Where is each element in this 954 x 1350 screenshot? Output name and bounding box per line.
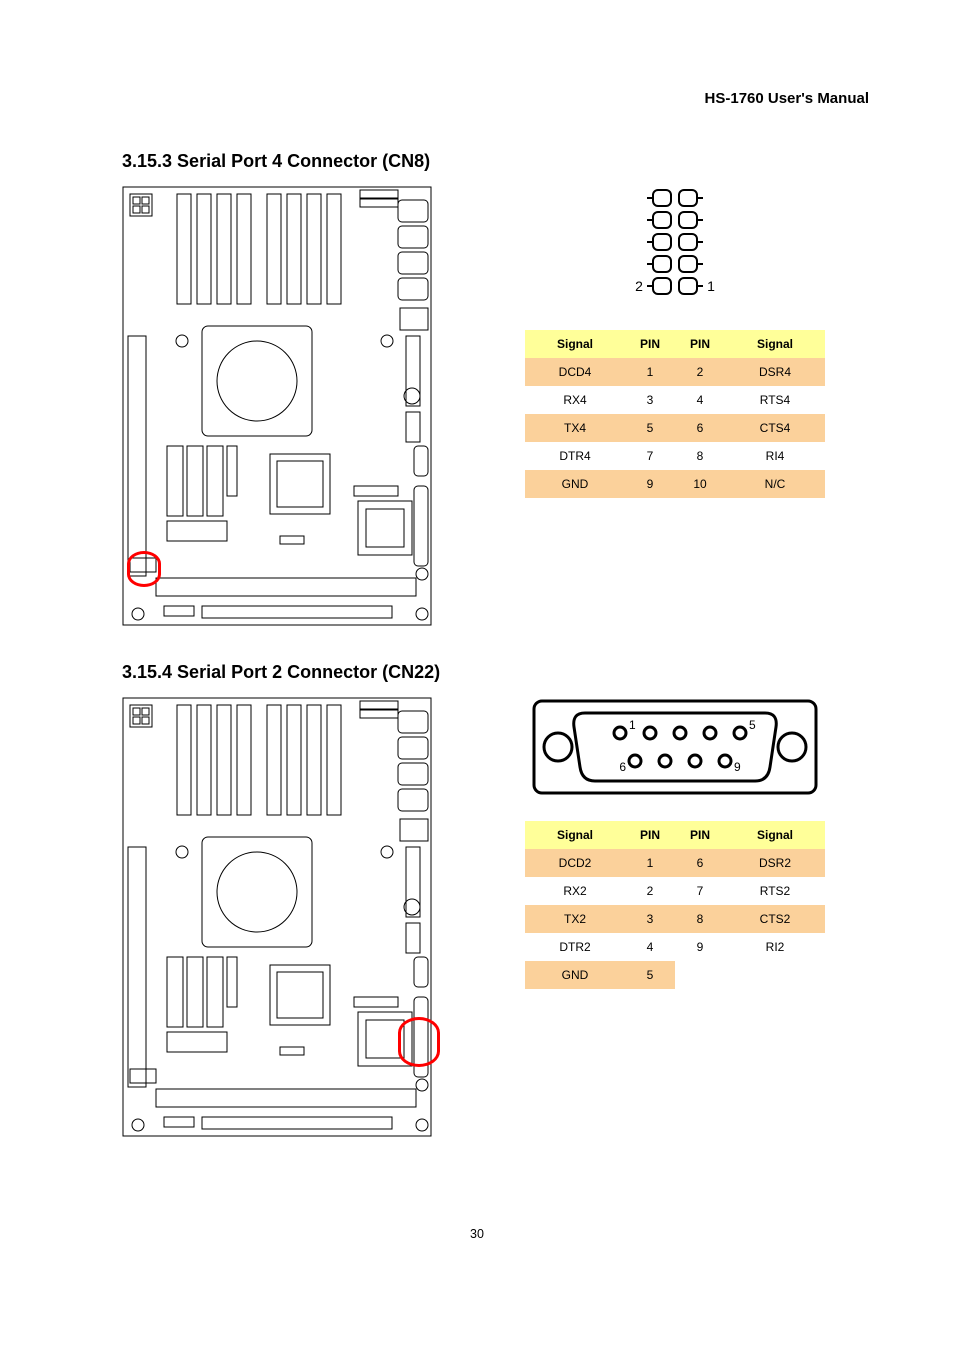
th: Signal <box>525 330 625 358</box>
th: PIN <box>625 330 675 358</box>
table-cell: GND <box>525 470 625 498</box>
table-row: GND5 <box>525 961 825 989</box>
tbody-1: DCD412DSR4RX434RTS4TX456CTS4DTR478RI4GND… <box>525 358 825 498</box>
tbody-2: DCD216DSR2RX227RTS2TX238CTS2DTR249RI2GND… <box>525 849 825 989</box>
table-row: TX238CTS2 <box>525 905 825 933</box>
db9-pin5: 5 <box>749 718 756 732</box>
table-cell: RI4 <box>725 442 825 470</box>
table-cell: 5 <box>625 961 675 989</box>
table-cell: 4 <box>625 933 675 961</box>
table-cell: 7 <box>625 442 675 470</box>
table-cell: DTR4 <box>525 442 625 470</box>
table-cell: 6 <box>675 849 725 877</box>
table-cell: 2 <box>625 877 675 905</box>
table-cell: 1 <box>625 849 675 877</box>
db9-pin1: 1 <box>629 718 636 732</box>
board-diagram-1 <box>122 186 432 626</box>
table-cell: 3 <box>625 386 675 414</box>
th: Signal <box>525 821 625 849</box>
table-cell: RX2 <box>525 877 625 905</box>
table-cell: 9 <box>625 470 675 498</box>
db9-pin6: 6 <box>619 760 626 774</box>
table-cell: 10 <box>675 470 725 498</box>
table-cell: 2 <box>675 358 725 386</box>
table-cell: RTS4 <box>725 386 825 414</box>
table-cell: CTS2 <box>725 905 825 933</box>
th: Signal <box>725 821 825 849</box>
pinout-table-2: Signal PIN PIN Signal DCD216DSR2RX227RTS… <box>525 821 825 989</box>
pin-label-2: 2 <box>635 278 643 294</box>
table-row: TX456CTS4 <box>525 414 825 442</box>
table-cell: 3 <box>625 905 675 933</box>
pin-label-1: 1 <box>707 278 715 294</box>
th: Signal <box>725 330 825 358</box>
table-cell: RX4 <box>525 386 625 414</box>
table-cell: DSR2 <box>725 849 825 877</box>
page-header-title: HS-1760 User's Manual <box>80 90 874 107</box>
th: PIN <box>675 330 725 358</box>
table-cell: 4 <box>675 386 725 414</box>
db9-pin9: 9 <box>734 760 741 774</box>
section-1: 2 1 Signal PIN PIN Signal DCD412DSR4RX43… <box>122 186 874 626</box>
table-cell: N/C <box>725 470 825 498</box>
pinout-table-1: Signal PIN PIN Signal DCD412DSR4RX434RTS… <box>525 330 825 498</box>
table-cell: DTR2 <box>525 933 625 961</box>
table-cell: 5 <box>625 414 675 442</box>
table-cell: 8 <box>675 442 725 470</box>
table-row: RX227RTS2 <box>525 877 825 905</box>
connector-diagram-2: 1 5 6 9 <box>530 697 820 797</box>
table-cell: TX4 <box>525 414 625 442</box>
table-cell: DCD4 <box>525 358 625 386</box>
table-row: RX434RTS4 <box>525 386 825 414</box>
table-row: DTR249RI2 <box>525 933 825 961</box>
table-cell: CTS4 <box>725 414 825 442</box>
table-row: GND910N/C <box>525 470 825 498</box>
table-cell: 8 <box>675 905 725 933</box>
table-cell: 1 <box>625 358 675 386</box>
table-cell: GND <box>525 961 625 989</box>
table-row: DCD412DSR4 <box>525 358 825 386</box>
table-cell: DCD2 <box>525 849 625 877</box>
th: PIN <box>625 821 675 849</box>
table-cell: 7 <box>675 877 725 905</box>
table-cell: 9 <box>675 933 725 961</box>
section2-title: 3.15.4 Serial Port 2 Connector (CN22) <box>122 662 874 683</box>
table-cell: RI2 <box>725 933 825 961</box>
board-diagram-2 <box>122 697 432 1137</box>
table-row: DCD216DSR2 <box>525 849 825 877</box>
section1-title: 3.15.3 Serial Port 4 Connector (CN8) <box>122 151 874 172</box>
connector-diagram-1: 2 1 <box>629 186 721 306</box>
section-2: 1 5 6 9 Signal PIN PIN Signal DCD216DSR2… <box>122 697 874 1137</box>
table-cell: RTS2 <box>725 877 825 905</box>
table-cell: TX2 <box>525 905 625 933</box>
table-cell: DSR4 <box>725 358 825 386</box>
table-row: DTR478RI4 <box>525 442 825 470</box>
th: PIN <box>675 821 725 849</box>
page-number: 30 <box>80 1227 874 1241</box>
table-cell: 6 <box>675 414 725 442</box>
